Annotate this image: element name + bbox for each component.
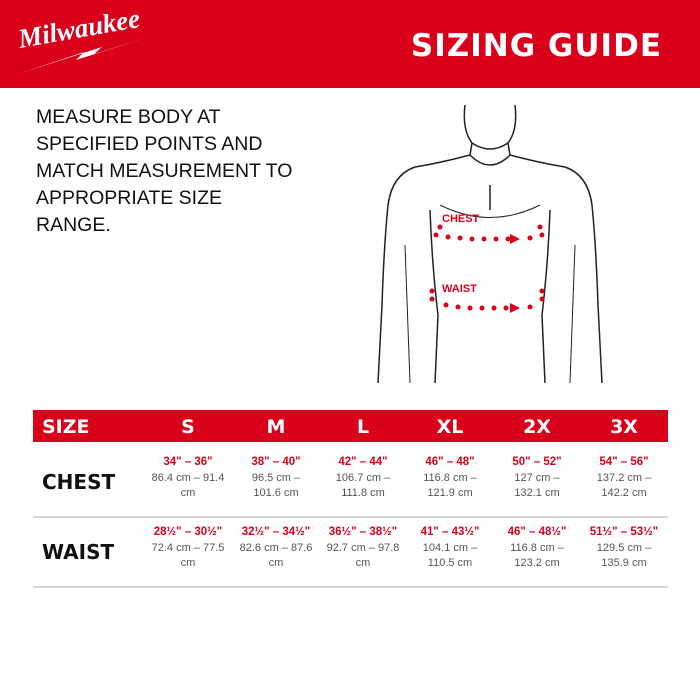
inches-range: 42" – 44" (338, 456, 388, 468)
inches-range: 51½" – 53½" (589, 526, 659, 538)
table-cell: 46" – 48" 116.8 cm – 121.9 cm (405, 456, 495, 501)
size-m: M (266, 416, 286, 438)
inches-range: 32½" – 34½" (241, 526, 311, 538)
inches-range: 36½" – 38½" (328, 526, 398, 538)
size-2x: 2X (523, 416, 551, 438)
inches-range: 46" – 48" (425, 456, 475, 468)
waist-label: WAIST (442, 283, 477, 295)
inches-range: 41" – 43½" (420, 526, 480, 538)
cm-range: 82.6 cm – 87.6 cm (239, 542, 313, 569)
inches-range: 50" – 52" (512, 456, 562, 468)
milwaukee-logo: Milwaukee (14, 3, 154, 81)
cm-range: 116.8 cm – 123.2 cm (510, 542, 564, 569)
inches-range: 46" – 48½" (507, 526, 567, 538)
page-title: SIZING GUIDE (410, 28, 662, 64)
cm-range: 137.2 cm – 142.2 cm (596, 472, 652, 499)
table-cell: 28½" – 30½" 72.4 cm – 77.5 cm (143, 526, 233, 571)
table-cell: 38" – 40" 96.5 cm – 101.6 cm (231, 456, 321, 501)
size-header: SIZE (42, 416, 90, 438)
table-cell: 50" – 52" 127 cm – 132.1 cm (492, 456, 582, 501)
table-header: SIZE S M L XL 2X 3X (33, 410, 668, 442)
inches-range: 28½" – 30½" (153, 526, 223, 538)
inches-range: 34" – 36" (163, 456, 213, 468)
size-xl: XL (436, 416, 464, 438)
cm-range: 116.8 cm – 121.9 cm (423, 472, 477, 499)
size-s: S (181, 416, 195, 438)
table-cell: 41" – 43½" 104.1 cm – 110.5 cm (405, 526, 495, 571)
size-l: L (356, 416, 370, 438)
cm-range: 127 cm – 132.1 cm (514, 472, 560, 499)
chest-label: CHEST (442, 213, 480, 225)
cm-range: 86.4 cm – 91.4 cm (151, 472, 225, 499)
table-cell: 42" – 44" 106.7 cm – 111.8 cm (318, 456, 408, 501)
cm-range: 106.7 cm – 111.8 cm (335, 472, 391, 499)
cm-range: 96.5 cm – 101.6 cm (251, 472, 301, 499)
table-cell: 32½" – 34½" 82.6 cm – 87.6 cm (231, 526, 321, 571)
table-cell: 54" – 56" 137.2 cm – 142.2 cm (579, 456, 669, 501)
instructions-text: MEASURE BODY AT SPECIFIED POINTS AND MAT… (36, 106, 293, 236)
table-cell: 46" – 48½" 116.8 cm – 123.2 cm (492, 526, 582, 571)
row-label: WAIST (42, 540, 115, 564)
table-row-chest: CHEST 34" – 36" 86.4 cm – 91.4 cm 38" – 40… (33, 448, 668, 518)
body-figure: CHEST WAIST (370, 104, 610, 390)
size-3x: 3X (610, 416, 638, 438)
table-cell: 51½" – 53½" 129.5 cm – 135.9 cm (579, 526, 669, 571)
cm-range: 129.5 cm – 135.9 cm (596, 542, 652, 569)
table-cell: 34" – 36" 86.4 cm – 91.4 cm (143, 456, 233, 501)
inches-range: 38" – 40" (251, 456, 301, 468)
row-label: CHEST (42, 470, 116, 494)
table-row-waist: WAIST 28½" – 30½" 72.4 cm – 77.5 cm 32½" –… (33, 518, 668, 588)
cm-range: 104.1 cm – 110.5 cm (422, 542, 478, 569)
header-banner: Milwaukee SIZING GUIDE (0, 0, 700, 88)
inches-range: 54" – 56" (599, 456, 649, 468)
svg-text:Milwaukee: Milwaukee (15, 14, 142, 54)
cm-range: 92.7 cm – 97.8 cm (326, 542, 400, 569)
table-cell: 36½" – 38½" 92.7 cm – 97.8 cm (318, 526, 408, 571)
cm-range: 72.4 cm – 77.5 cm (151, 542, 225, 569)
